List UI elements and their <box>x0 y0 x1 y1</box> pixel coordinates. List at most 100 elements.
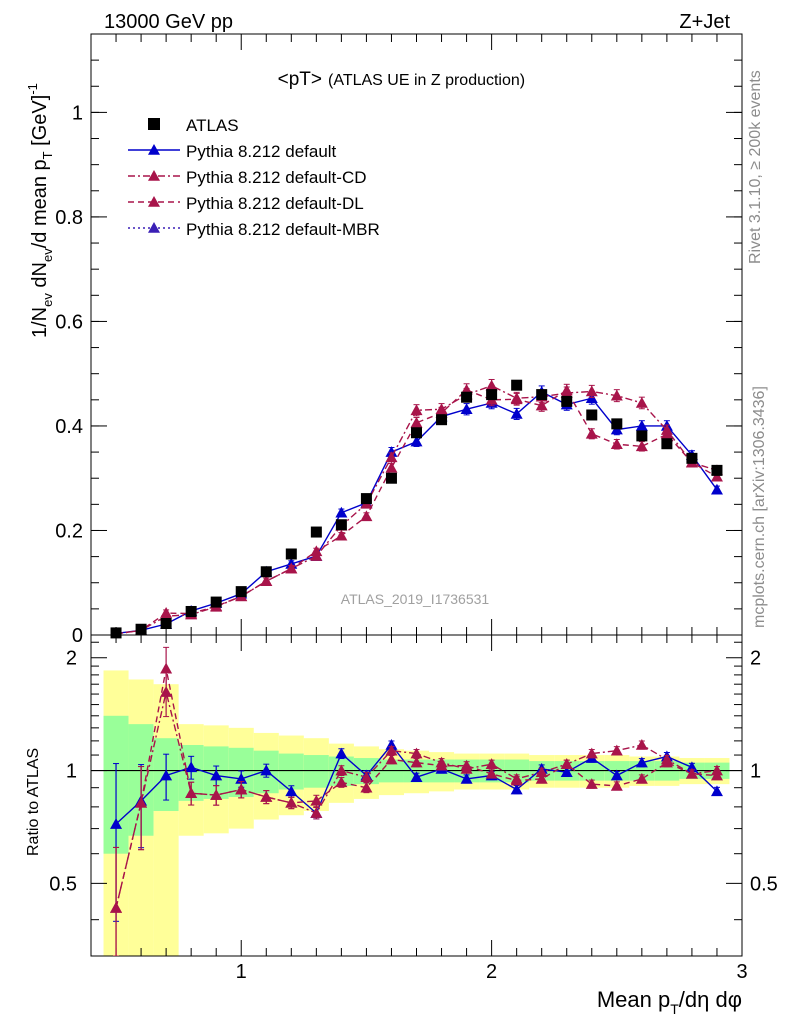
series-point <box>635 419 648 431</box>
atlas-point <box>661 438 673 450</box>
series-point <box>148 222 160 233</box>
series-point <box>710 769 723 781</box>
series-point <box>610 769 623 781</box>
series-point <box>335 747 348 759</box>
y-tick-label: 0.4 <box>55 416 83 438</box>
series-point <box>160 662 173 674</box>
series-point <box>510 393 523 405</box>
series-point <box>635 756 648 768</box>
series-point <box>185 787 198 799</box>
legend-label: Pythia 8.212 default <box>186 142 337 161</box>
atlas-point <box>486 389 498 401</box>
atlas-point <box>611 418 623 430</box>
legend: ATLAS Pythia 8.212 default Pythia 8.212 de… <box>128 116 380 239</box>
y-tick-label: 0.6 <box>55 311 83 333</box>
series-point <box>585 427 598 439</box>
x-tick-label: 1 <box>236 961 247 983</box>
series-point <box>410 771 423 783</box>
ratio-tick-label: 2 <box>66 648 77 670</box>
series-point <box>460 403 473 415</box>
series-point <box>310 545 323 557</box>
series-point <box>110 901 123 913</box>
series-point <box>335 529 348 541</box>
series-point <box>485 767 498 779</box>
series-point <box>285 785 298 797</box>
series-point <box>235 783 248 795</box>
x-axis-label: Mean pT/dη dφ <box>597 987 742 1017</box>
chart-title: <pT> (ATLAS UE in Z production) <box>278 69 525 90</box>
series-point <box>185 761 198 773</box>
atlas-point <box>436 414 448 426</box>
legend-marker-atlas <box>148 118 160 130</box>
series-point <box>660 428 673 440</box>
series-point <box>335 764 348 776</box>
series-point <box>610 779 623 791</box>
series-point <box>510 783 523 795</box>
series-point <box>310 794 323 806</box>
ratio-bands <box>103 670 730 956</box>
series-point <box>410 756 423 768</box>
series-point <box>635 440 648 452</box>
ratio-tick-label: 2 <box>750 648 761 670</box>
ratio-tick-label: 1 <box>750 761 761 783</box>
legend-label: Pythia 8.212 default-DL <box>186 194 364 213</box>
header-left: 13000 GeV pp <box>104 11 233 33</box>
atlas-point <box>536 389 548 401</box>
series-point <box>260 764 273 776</box>
legend-label: Pythia 8.212 default-CD <box>186 168 367 187</box>
series-point <box>410 416 423 428</box>
series-point <box>460 759 473 771</box>
series-point <box>535 766 548 777</box>
series-point <box>410 435 423 447</box>
atlas-point <box>260 566 272 578</box>
series-point <box>360 771 373 783</box>
series-point <box>410 747 423 759</box>
series-point <box>335 506 348 518</box>
series-point <box>360 781 373 793</box>
series-point <box>585 747 598 759</box>
series-point <box>310 807 323 818</box>
series-point <box>510 774 523 786</box>
rivet-label: Rivet 3.1.10, ≥ 200k events <box>747 70 764 264</box>
series-point <box>160 769 173 781</box>
atlas-point <box>110 627 122 639</box>
series-point <box>710 483 723 495</box>
atlas-point <box>411 427 422 439</box>
series-point <box>385 753 398 765</box>
series-point <box>210 789 223 800</box>
analysis-id: ATLAS_2019_I1736531 <box>341 591 490 607</box>
chart-title-sub: (ATLAS UE in Z production) <box>328 72 525 89</box>
header-right: Z+Jet <box>679 11 730 33</box>
series-point <box>385 451 398 463</box>
series-point <box>535 772 548 784</box>
atlas-point <box>461 391 473 403</box>
series-point <box>485 379 498 391</box>
series-point <box>635 772 648 784</box>
series-point <box>635 739 648 750</box>
ratio-panel: 1 2 3 0.5 0.5 1 1 2 2 <box>49 634 778 983</box>
series-point <box>260 791 273 802</box>
series-point <box>560 758 573 769</box>
series-point <box>610 438 623 450</box>
series-point <box>285 796 298 808</box>
series-point <box>110 818 123 829</box>
series-point <box>160 607 173 618</box>
legend-label: Pythia 8.212 default-MBR <box>186 220 380 239</box>
atlas-point <box>235 586 247 598</box>
series-point <box>510 407 523 419</box>
series-point <box>210 769 223 781</box>
y-tick-label: 0.2 <box>55 520 83 542</box>
series-point <box>285 562 298 574</box>
ratio-series-3 <box>110 646 723 956</box>
ratio-tick-label: 0.5 <box>49 873 77 895</box>
ratio-tick-label: 0.5 <box>750 873 778 895</box>
atlas-point <box>360 493 372 505</box>
series-point <box>148 144 160 155</box>
series-point <box>660 756 673 768</box>
atlas-point <box>185 605 197 617</box>
ratio-tick-label: 1 <box>66 761 77 783</box>
series-point <box>635 396 648 408</box>
series-point <box>148 196 160 207</box>
series-point <box>148 170 160 181</box>
